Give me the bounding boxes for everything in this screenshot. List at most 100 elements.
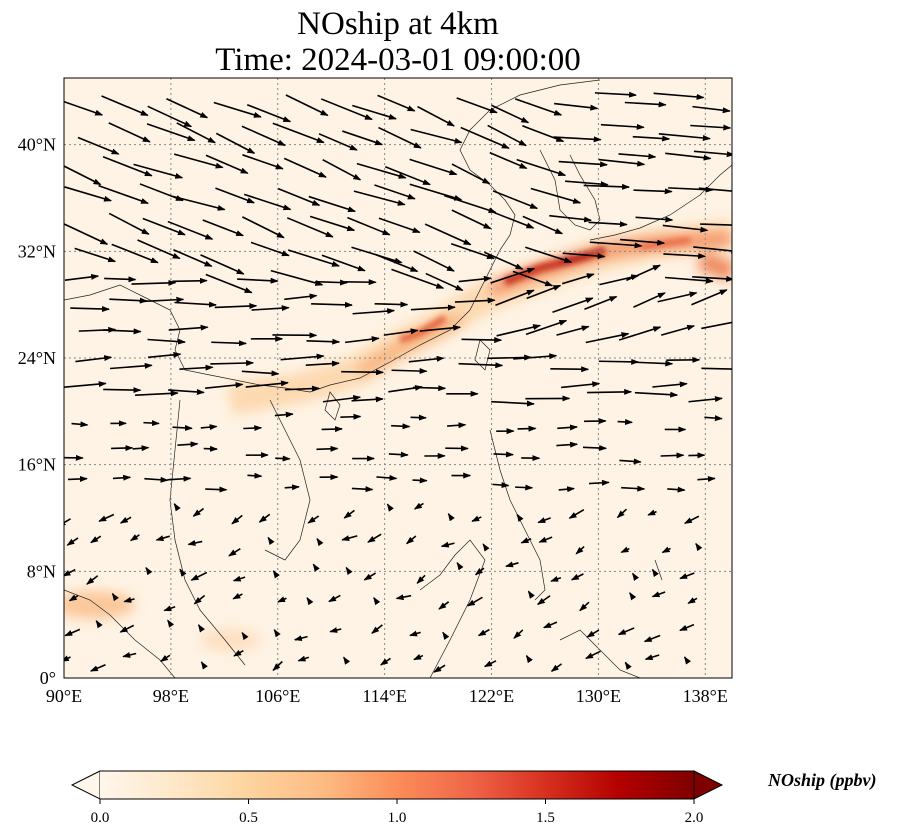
- wind-vector: [657, 291, 698, 303]
- wind-vector: [250, 241, 290, 257]
- wind-vector: [347, 216, 391, 236]
- wind-vector: [374, 301, 409, 308]
- wind-vector: [512, 270, 554, 287]
- wind-vector: [425, 272, 464, 292]
- wind-vector: [492, 482, 510, 489]
- wind-vector: [205, 382, 244, 389]
- wind-vector: [537, 517, 551, 524]
- wind-vector: [322, 158, 362, 181]
- wind-vector: [600, 123, 645, 130]
- wind-vector: [167, 619, 175, 628]
- lat-tick-label: 0°: [40, 668, 56, 688]
- wind-vector: [629, 592, 637, 601]
- wind-vector: [243, 425, 263, 432]
- wind-vector: [119, 516, 132, 524]
- wind-vector: [618, 326, 662, 341]
- wind-vector: [274, 411, 294, 418]
- wind-vector: [95, 620, 103, 629]
- wind-vector: [167, 220, 214, 240]
- lon-tick-label: 98°E: [153, 686, 189, 706]
- lon-tick-label: 130°E: [576, 686, 621, 706]
- wind-vector: [679, 572, 695, 580]
- wind-vector: [378, 217, 421, 234]
- wind-vector: [643, 634, 661, 643]
- wind-vector: [353, 190, 406, 206]
- wind-vector: [513, 353, 558, 360]
- wind-vector: [663, 252, 707, 259]
- wind-vector: [701, 321, 732, 330]
- colorbar: 0.0 0.5 1.0 1.5 2.0: [70, 770, 724, 826]
- wind-vector: [144, 476, 169, 483]
- wind-vector: [442, 631, 450, 640]
- wind-vector: [391, 268, 445, 289]
- wind-vector: [644, 654, 660, 661]
- wind-vector: [522, 215, 564, 235]
- wind-vector: [492, 190, 539, 210]
- wind-vector: [98, 184, 149, 205]
- wind-vector: [660, 452, 685, 459]
- wind-vector: [318, 133, 358, 151]
- wind-vector: [89, 664, 106, 672]
- wind-vector: [312, 563, 320, 572]
- wind-vector: [617, 627, 635, 636]
- wind-vector: [68, 594, 79, 602]
- wind-vector: [568, 508, 585, 519]
- wind-vector: [344, 336, 380, 344]
- wind-vector: [173, 503, 181, 512]
- wind-vector: [474, 567, 485, 576]
- wind-vector: [270, 269, 324, 286]
- wind-vector: [687, 597, 698, 604]
- wind-vector: [697, 475, 716, 482]
- lon-tick-label: 122°E: [469, 686, 514, 706]
- wind-vector: [556, 325, 590, 336]
- wind-vector: [67, 475, 88, 482]
- map-title-line-1: NOship at 4km: [297, 6, 499, 42]
- wind-vector: [155, 535, 170, 541]
- wind-vector: [413, 385, 447, 392]
- wind-vector: [447, 422, 467, 429]
- wind-vector: [416, 574, 426, 584]
- wind-vector: [371, 624, 383, 634]
- wind-vector: [233, 649, 244, 657]
- wind-vector: [376, 474, 398, 481]
- lon-tick-label: 90°E: [46, 686, 82, 706]
- wind-vector: [691, 289, 728, 306]
- wind-vector: [695, 542, 703, 552]
- wind-vector: [251, 305, 290, 312]
- wind-vector: [64, 186, 112, 202]
- wind-vector: [658, 133, 711, 141]
- wind-vector: [525, 654, 533, 664]
- wind-vector: [491, 400, 535, 407]
- wind-vector: [515, 484, 534, 491]
- wind-vector: [202, 219, 245, 237]
- colorbar-label: NOship (ppbv): [768, 770, 877, 790]
- wind-vector: [513, 629, 524, 639]
- wind-vector: [525, 319, 568, 336]
- wind-vector: [112, 474, 132, 481]
- wind-vector: [395, 594, 412, 601]
- wind-vector: [187, 539, 203, 546]
- wind-vector: [621, 485, 646, 492]
- colorbar-ticks: 0.0 0.5 1.0 1.5 2.0: [91, 799, 703, 826]
- wind-vector: [557, 424, 578, 431]
- wind-vector: [374, 184, 416, 200]
- wind-vector: [647, 509, 657, 516]
- wind-vector: [90, 535, 102, 544]
- wind-vector: [514, 98, 563, 116]
- wind-vector: [454, 297, 496, 304]
- wind-vector: [111, 592, 119, 602]
- wind-vector: [405, 535, 417, 545]
- wind-vector: [111, 243, 159, 264]
- wind-vector: [131, 279, 177, 286]
- wind-vector: [367, 533, 382, 543]
- wind-vector: [652, 381, 688, 388]
- lon-tick-label: 106°E: [255, 686, 300, 706]
- wind-vector: [119, 624, 135, 633]
- wind-vector: [433, 664, 446, 673]
- wind-vector: [134, 390, 179, 397]
- wind-vector: [698, 187, 732, 192]
- wind-vector: [205, 273, 253, 294]
- wind-vector: [495, 289, 535, 307]
- wind-vector: [283, 157, 327, 178]
- wind-vector: [345, 566, 353, 576]
